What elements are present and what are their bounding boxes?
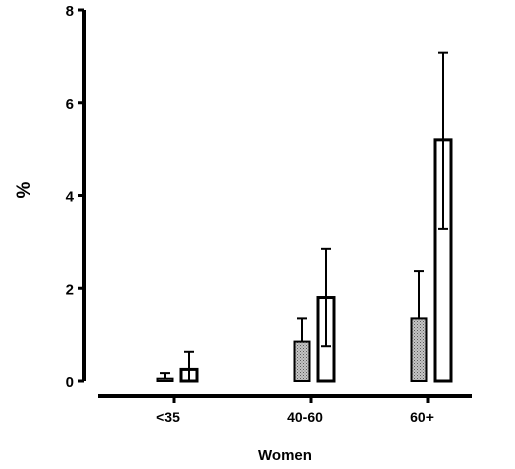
y-tick-label: 2: [66, 281, 74, 298]
y-tick-label: 0: [66, 374, 74, 391]
x-ticks: <35 40-60 60+: [156, 396, 434, 425]
x-tick-label: 60+: [410, 409, 434, 425]
bar-series1-2: [410, 317, 428, 382]
x-axis-label: Women: [258, 447, 312, 464]
bar-series1-0: [156, 377, 174, 382]
y-tick-label: 4: [66, 189, 75, 206]
y-axis-label: %: [14, 181, 35, 198]
x-tick-label: <35: [156, 409, 180, 425]
y-tick-label: 8: [66, 3, 74, 20]
x-tick-label: 40-60: [287, 409, 323, 425]
y-ticks: 0 2 4 6 8: [66, 3, 84, 391]
bar-series1-1: [293, 340, 311, 382]
bars: [156, 51, 453, 383]
y-tick-label: 6: [66, 96, 74, 113]
